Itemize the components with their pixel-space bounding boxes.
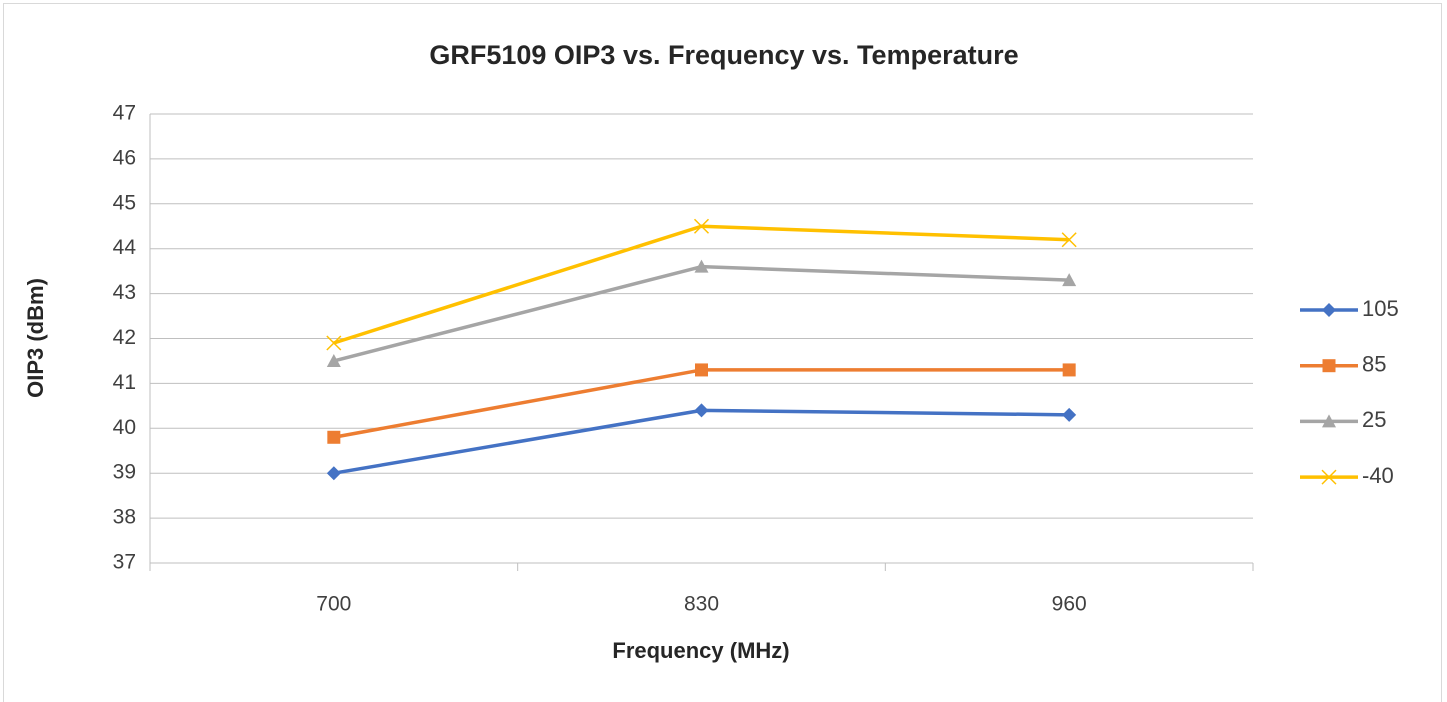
- data-point: [695, 363, 708, 377]
- data-point: [693, 218, 710, 234]
- y-tick-label: 39: [113, 461, 136, 484]
- y-tick-label: 47: [113, 102, 136, 125]
- legend-label: 85: [1362, 352, 1386, 377]
- y-tick-label: 46: [113, 146, 136, 169]
- y-axis-title: OIP3 (dBm): [23, 278, 48, 398]
- legend-label: 105: [1362, 296, 1399, 321]
- data-point: [326, 335, 342, 351]
- x-axis-title: Frequency (MHz): [612, 638, 789, 663]
- x-tick-label: 960: [1052, 593, 1087, 616]
- legend-label: 25: [1362, 407, 1386, 432]
- legend-marker: [1322, 414, 1336, 428]
- y-tick-label: 37: [113, 551, 136, 574]
- legend-label: -40: [1362, 463, 1394, 488]
- data-point: [1061, 232, 1077, 248]
- y-tick-label: 43: [113, 281, 136, 304]
- data-point: [694, 259, 709, 273]
- y-tick-label: 44: [113, 236, 137, 259]
- legend-marker: [1322, 359, 1336, 373]
- data-point: [1062, 273, 1077, 287]
- data-point: [327, 430, 341, 444]
- data-point: [326, 466, 341, 481]
- data-point: [1062, 407, 1077, 422]
- y-tick-label: 38: [113, 506, 136, 529]
- chart-frame: [3, 3, 1442, 702]
- data-point: [694, 403, 709, 418]
- legend-marker: [1321, 469, 1337, 485]
- x-tick-label: 700: [316, 593, 351, 616]
- data-point: [326, 353, 341, 367]
- y-tick-label: 42: [113, 326, 136, 349]
- chart-title: GRF5109 OIP3 vs. Frequency vs. Temperatu…: [429, 40, 1018, 70]
- legend-marker: [1322, 303, 1336, 317]
- y-tick-label: 40: [113, 416, 136, 439]
- y-tick-label: 41: [113, 371, 136, 394]
- data-point: [1062, 363, 1076, 377]
- y-tick-label: 45: [113, 191, 136, 214]
- x-tick-label: 830: [684, 593, 719, 616]
